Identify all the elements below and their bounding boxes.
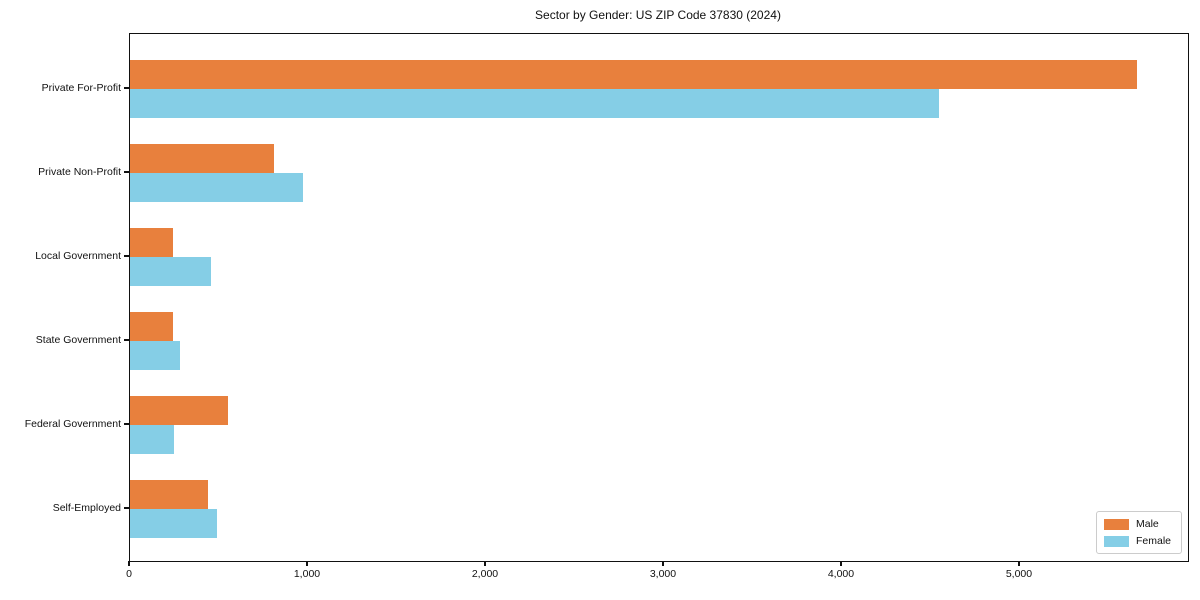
x-axis-tick [484,561,486,566]
y-axis-tick [124,255,129,257]
x-axis-tick [840,561,842,566]
y-axis-label-federal-government: Federal Government [24,418,121,430]
y-axis-tick [124,171,129,173]
legend-swatch-male [1103,518,1129,530]
bar-male-private-for-profit [130,60,1138,89]
y-axis: Private For-Profit Private Non-Profit Loca… [0,0,129,600]
chart-title: Sector by Gender: US ZIP Code 37830 (202… [535,8,781,22]
y-axis-tick [124,423,129,425]
y-axis-label-local-government: Local Government [35,250,121,262]
bar-male-private-non-profit [130,144,275,173]
y-axis-label-self-employed: Self-Employed [52,502,121,514]
x-axis-tick-label: 3,000 [649,568,677,580]
legend: Male Female [1095,511,1182,554]
bar-female-state-government [130,341,180,370]
x-axis-tick-label: 0 [126,568,132,580]
y-axis-tick [124,507,129,509]
bars-layer [130,34,1188,561]
x-axis-tick [128,561,130,566]
bar-male-self-employed [130,480,209,509]
x-axis-tick [662,561,664,566]
y-axis-tick [124,339,129,341]
bar-female-federal-government [130,425,174,454]
y-axis-label-state-government: State Government [35,334,121,346]
y-axis-tick [124,87,129,89]
x-axis-tick-label: 2,000 [471,568,499,580]
plot-area: Male Female [129,33,1189,562]
x-axis-tick-label: 4,000 [827,568,855,580]
x-axis-tick-label: 1,000 [293,568,321,580]
legend-label-male: Male [1135,518,1159,530]
x-axis-tick [1018,561,1020,566]
legend-item-male: Male [1103,518,1171,530]
legend-label-female: Female [1135,535,1171,547]
legend-swatch-female [1103,535,1129,547]
y-axis-label-private-for-profit: Private For-Profit [41,82,121,94]
legend-item-female: Female [1103,535,1171,547]
x-axis-tick [306,561,308,566]
bar-female-private-for-profit [130,89,939,118]
bar-female-self-employed [130,509,218,538]
bar-female-local-government [130,257,211,286]
bar-male-local-government [130,228,173,257]
bar-male-federal-government [130,396,228,425]
y-axis-label-private-non-profit: Private Non-Profit [38,166,121,178]
bar-male-state-government [130,312,173,341]
bar-female-private-non-profit [130,173,303,202]
x-axis-tick-label: 5,000 [1005,568,1033,580]
